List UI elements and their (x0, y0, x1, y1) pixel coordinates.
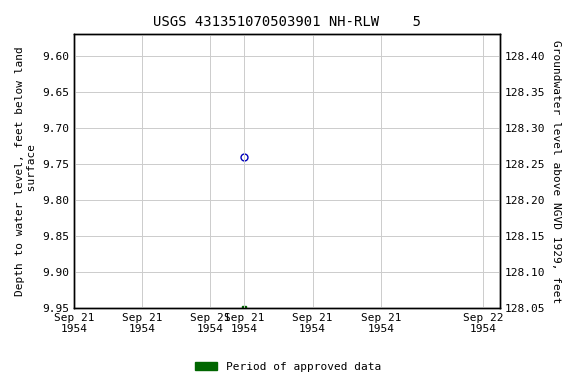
Y-axis label: Groundwater level above NGVD 1929, feet: Groundwater level above NGVD 1929, feet (551, 40, 561, 303)
Legend: Period of approved data: Period of approved data (191, 358, 385, 377)
Y-axis label: Depth to water level, feet below land
 surface: Depth to water level, feet below land su… (15, 46, 37, 296)
Title: USGS 431351070503901 NH-RLW    5: USGS 431351070503901 NH-RLW 5 (153, 15, 421, 29)
